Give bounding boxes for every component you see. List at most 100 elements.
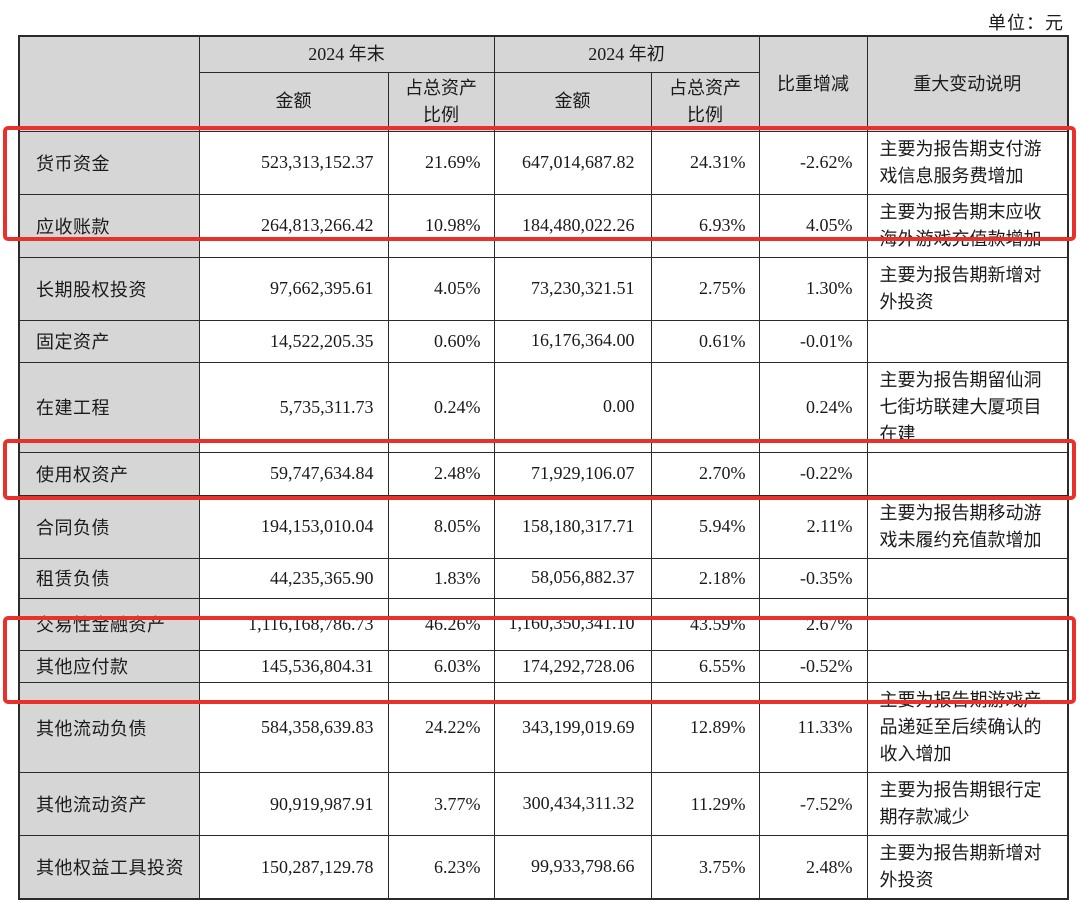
- cell-end-pct: 1.83%: [387, 557, 495, 599]
- cell-begin-amount: 73,230,321.51: [493, 256, 652, 321]
- cell-note: 主要为报告期新增对外投资: [866, 835, 1069, 900]
- cell-end-pct: 21.69%: [387, 130, 495, 195]
- header-year-end: 2024 年末: [198, 35, 495, 73]
- cell-end-pct: 4.05%: [387, 256, 495, 321]
- cell-change: 2.67%: [758, 597, 868, 651]
- cell-begin-pct: 24.31%: [650, 130, 760, 195]
- cell-item-name: 其他权益工具投资: [18, 835, 200, 900]
- table-row: 应收账款 264,813,266.42 10.98% 184,480,022.2…: [18, 193, 1069, 258]
- cell-note: 主要为报告期留仙洞七街坊联建大厦项目在建: [866, 361, 1069, 453]
- header-note: 重大变动说明: [866, 35, 1069, 132]
- cell-change: 2.11%: [758, 494, 868, 559]
- cell-note: [866, 649, 1069, 684]
- header-change: 比重增减: [758, 35, 868, 132]
- table-row: 其他权益工具投资 150,287,129.78 6.23% 99,933,798…: [18, 835, 1069, 900]
- cell-end-amount: 44,235,365.90: [198, 557, 389, 599]
- cell-begin-amount: 71,929,106.07: [493, 451, 652, 496]
- cell-note: 主要为报告期移动游戏未履约充值款增加: [866, 494, 1069, 559]
- cell-end-pct: 8.05%: [387, 494, 495, 559]
- cell-item-name: 货币资金: [18, 130, 200, 195]
- cell-begin-amount: 1,160,350,341.10: [493, 597, 652, 651]
- cell-change: -0.22%: [758, 451, 868, 496]
- header-row-measures: 金额 占总资产比例 金额 占总资产比例: [19, 71, 1068, 132]
- table-row: 长期股权投资 97,662,395.61 4.05% 73,230,321.51…: [18, 256, 1069, 321]
- cell-item-name: 交易性金融资产: [18, 597, 200, 651]
- cell-end-amount: 59,747,634.84: [198, 451, 389, 496]
- cell-begin-amount: 158,180,317.71: [493, 494, 652, 559]
- cell-note: [866, 319, 1069, 363]
- cell-item-name: 在建工程: [18, 361, 200, 453]
- cell-end-amount: 145,536,804.31: [198, 649, 389, 684]
- cell-begin-pct: 5.94%: [650, 494, 760, 559]
- cell-end-pct: 10.98%: [387, 193, 495, 258]
- cell-item-name: 其他流动负债: [18, 682, 200, 774]
- cell-begin-amount: 99,933,798.66: [493, 835, 652, 900]
- cell-begin-pct: 6.93%: [650, 193, 760, 258]
- cell-end-pct: 6.23%: [387, 835, 495, 900]
- cell-end-pct: 0.60%: [387, 319, 495, 363]
- cell-begin-amount: 16,176,364.00: [493, 319, 652, 363]
- cell-item-name: 合同负债: [18, 494, 200, 559]
- cell-begin-pct: 43.59%: [650, 597, 760, 651]
- cell-begin-pct: 12.89%: [650, 682, 760, 774]
- cell-end-amount: 584,358,639.83: [198, 682, 389, 774]
- cell-end-pct: 46.26%: [387, 597, 495, 651]
- cell-end-amount: 264,813,266.42: [198, 193, 389, 258]
- header-row-years: 2024 年末 2024 年初 比重增减 重大变动说明: [18, 35, 1069, 132]
- cell-begin-pct: 0.61%: [650, 319, 760, 363]
- cell-begin-pct: 2.70%: [650, 451, 760, 496]
- table-row: 固定资产 14,522,205.35 0.60% 16,176,364.00 0…: [18, 319, 1069, 363]
- table-row: 其他流动负债 584,358,639.83 24.22% 343,199,019…: [18, 682, 1069, 774]
- table-row: 合同负债 194,153,010.04 8.05% 158,180,317.71…: [18, 494, 1069, 559]
- cell-end-pct: 6.03%: [387, 649, 495, 684]
- cell-end-amount: 5,735,311.73: [198, 361, 389, 453]
- cell-change: 1.30%: [758, 256, 868, 321]
- cell-note: 主要为报告期新增对外投资: [866, 256, 1069, 321]
- cell-end-pct: 3.77%: [387, 772, 495, 837]
- cell-item-name: 固定资产: [18, 319, 200, 363]
- cell-begin-amount: 184,480,022.26: [493, 193, 652, 258]
- cell-note: [866, 597, 1069, 651]
- cell-end-pct: 0.24%: [387, 361, 495, 453]
- cell-begin-amount: 174,292,728.06: [493, 649, 652, 684]
- cell-begin-pct: 11.29%: [650, 772, 760, 837]
- header-item-blank: [18, 35, 200, 132]
- cell-begin-amount: 300,434,311.32: [493, 772, 652, 837]
- table-row: 在建工程 5,735,311.73 0.24% 0.00 0.24% 主要为报告…: [18, 361, 1069, 453]
- table-row: 交易性金融资产 1,116,168,786.73 46.26% 1,160,35…: [18, 597, 1069, 651]
- cell-change: -0.35%: [758, 557, 868, 599]
- cell-change: 0.24%: [758, 361, 868, 453]
- cell-end-amount: 150,287,129.78: [198, 835, 389, 900]
- header-end-pct: 占总资产比例: [387, 71, 495, 132]
- cell-begin-amount: 0.00: [493, 361, 652, 453]
- header-begin-amount: 金额: [493, 71, 652, 132]
- cell-item-name: 长期股权投资: [18, 256, 200, 321]
- cell-note: [866, 451, 1069, 496]
- table-row: 使用权资产 59,747,634.84 2.48% 71,929,106.07 …: [18, 451, 1069, 496]
- cell-end-pct: 24.22%: [387, 682, 495, 774]
- cell-end-amount: 194,153,010.04: [198, 494, 389, 559]
- cell-change: 2.48%: [758, 835, 868, 900]
- cell-note: [866, 557, 1069, 599]
- cell-begin-pct: 2.75%: [650, 256, 760, 321]
- cell-note: 主要为报告期支付游戏信息服务费增加: [866, 130, 1069, 195]
- cell-change: -2.62%: [758, 130, 868, 195]
- unit-label: 单位：元: [988, 13, 1064, 33]
- cell-item-name: 租赁负债: [18, 557, 200, 599]
- table-row: 其他流动资产 90,919,987.91 3.77% 300,434,311.3…: [18, 772, 1069, 837]
- cell-change: -0.52%: [758, 649, 868, 684]
- financial-change-table: 2024 年末 2024 年初 比重增减 重大变动说明 金额 占总资产比例 金额…: [18, 35, 1069, 900]
- cell-note: 主要为报告期银行定期存款减少: [866, 772, 1069, 837]
- header-year-begin: 2024 年初: [493, 35, 760, 73]
- cell-item-name: 其他流动资产: [18, 772, 200, 837]
- cell-begin-pct: 6.55%: [650, 649, 760, 684]
- header-end-amount: 金额: [198, 71, 389, 132]
- cell-end-amount: 523,313,152.37: [198, 130, 389, 195]
- cell-end-amount: 90,919,987.91: [198, 772, 389, 837]
- table-row: 租赁负债 44,235,365.90 1.83% 58,056,882.37 2…: [18, 557, 1069, 599]
- cell-change: 4.05%: [758, 193, 868, 258]
- cell-begin-pct: 2.18%: [650, 557, 760, 599]
- cell-end-amount: 14,522,205.35: [198, 319, 389, 363]
- cell-end-amount: 97,662,395.61: [198, 256, 389, 321]
- header-begin-pct: 占总资产比例: [650, 71, 760, 132]
